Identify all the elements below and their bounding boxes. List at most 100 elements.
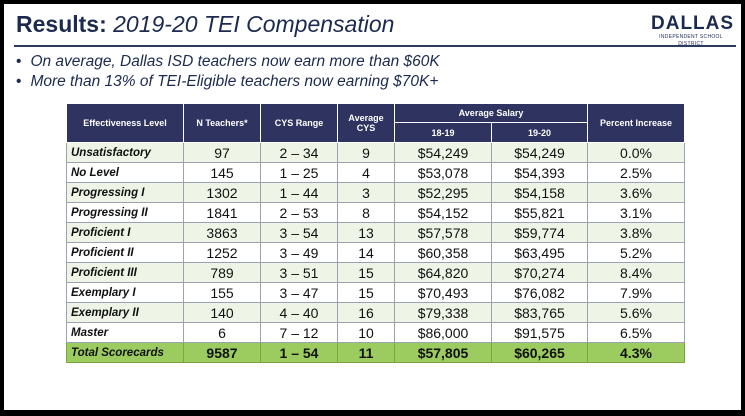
slide: Results: 2019-20 TEI Compensation DALLAS… [4, 4, 741, 410]
cell-salary-19-20: $91,575 [491, 322, 588, 343]
cell-level: Proficient II [66, 242, 184, 263]
bullet-list: On average, Dallas ISD teachers now earn… [16, 52, 440, 92]
cell-cys-range: 7 – 12 [260, 322, 338, 343]
cell-cys-range: 1 – 25 [260, 162, 338, 183]
cell-average-cys: 9 [337, 142, 395, 163]
header-average-salary: Average Salary [394, 103, 588, 123]
table-body: Unsatisfactory 97 2 – 34 9 $54,249 $54,249 0.0… [66, 142, 685, 343]
header-year-18-19: 18-19 [394, 122, 492, 143]
cell-average-cys: 10 [337, 322, 395, 343]
cell-percent-increase: 7.9% [587, 282, 685, 303]
cell-average-cys: 13 [337, 222, 395, 243]
compensation-table: Effectiveness Level N Teachers* CYS Rang… [66, 103, 685, 363]
cell-percent-increase: 3.1% [587, 202, 685, 223]
table-row: Progressing II 1841 2 – 53 8 $54,152 $55,821 3… [66, 202, 685, 223]
cell-salary-18-19: $86,000 [394, 322, 492, 343]
cell-n-teachers: 145 [183, 162, 261, 183]
cell-level: Exemplary I [66, 282, 184, 303]
cell-n-teachers: 140 [183, 302, 261, 323]
cell-cys-range: 3 – 54 [260, 222, 338, 243]
cell-salary-19-20: $54,158 [491, 182, 588, 203]
header-average-cys: Average CYS [337, 103, 395, 143]
cell-percent-increase: 8.4% [587, 262, 685, 283]
cell-percent-increase: 5.2% [587, 242, 685, 263]
cell-average-cys: 15 [337, 282, 395, 303]
table-row: Master 6 7 – 12 10 $86,000 $91,575 6.5% [66, 322, 685, 343]
cell-percent-increase: 3.8% [587, 222, 685, 243]
table-row: Exemplary I 155 3 – 47 15 $70,493 $76,082 7.9% [66, 282, 685, 303]
cell-cys-range: 3 – 51 [260, 262, 338, 283]
cell-percent-increase: 5.6% [587, 302, 685, 323]
cell-average-cys: 4 [337, 162, 395, 183]
cell-cys-range: 2 – 34 [260, 142, 338, 163]
cell-salary-18-19: $53,078 [394, 162, 492, 183]
header-cys-range: CYS Range [260, 103, 338, 143]
total-salary-19-20: $60,265 [491, 342, 588, 363]
cell-cys-range: 2 – 53 [260, 202, 338, 223]
cell-cys-range: 3 – 49 [260, 242, 338, 263]
cell-salary-18-19: $60,358 [394, 242, 492, 263]
title-bold: Results: [16, 11, 107, 37]
table-row: Exemplary II 140 4 – 40 16 $79,338 $83,765 5.6… [66, 302, 685, 323]
cell-salary-18-19: $64,820 [394, 262, 492, 283]
table-row: Proficient III 789 3 – 51 15 $64,820 $70,274 8… [66, 262, 685, 283]
cell-level: Unsatisfactory [66, 142, 184, 163]
bullet-item: On average, Dallas ISD teachers now earn… [16, 52, 439, 72]
dallas-isd-logo: DALLAS INDEPENDENT SCHOOL DISTRICT [651, 13, 735, 48]
cell-percent-increase: 3.6% [587, 182, 685, 203]
cell-cys-range: 4 – 40 [260, 302, 338, 323]
cell-salary-19-20: $70,274 [491, 262, 588, 283]
cell-level: Progressing I [66, 182, 184, 203]
total-level: Total Scorecards [66, 342, 184, 363]
logo-subtitle: INDEPENDENT SCHOOL DISTRICT [659, 34, 723, 47]
cell-n-teachers: 3863 [183, 222, 261, 243]
table-row: Progressing I 1302 1 – 44 3 $52,295 $54,158 3.… [66, 182, 685, 203]
logo-word: DALLAS [651, 13, 735, 34]
cell-n-teachers: 789 [183, 262, 261, 283]
total-range: 1 – 54 [260, 342, 338, 363]
cell-percent-increase: 0.0% [587, 142, 685, 163]
cell-salary-19-20: $55,821 [491, 202, 588, 223]
table-row: Unsatisfactory 97 2 – 34 9 $54,249 $54,249 0.0… [66, 142, 685, 163]
total-n: 9587 [183, 342, 261, 363]
cell-salary-19-20: $54,393 [491, 162, 588, 183]
title-divider [14, 45, 736, 47]
cell-n-teachers: 1302 [183, 182, 261, 203]
cell-average-cys: 8 [337, 202, 395, 223]
cell-cys-range: 3 – 47 [260, 282, 338, 303]
total-percent: 4.3% [587, 342, 685, 363]
cell-salary-18-19: $79,338 [394, 302, 492, 323]
cell-percent-increase: 2.5% [587, 162, 685, 183]
cell-level: Proficient I [66, 222, 184, 243]
cell-level: Exemplary II [66, 302, 184, 323]
slide-title: Results: 2019-20 TEI Compensation [16, 11, 394, 38]
cell-salary-19-20: $63,495 [491, 242, 588, 263]
cell-level: Master [66, 322, 184, 343]
bullet-item: More than 13% of TEI-Eligible teachers n… [16, 72, 440, 92]
header-year-19-20: 19-20 [491, 122, 588, 143]
table-row: Proficient II 1252 3 – 49 14 $60,358 $63,495 5… [66, 242, 685, 263]
cell-n-teachers: 155 [183, 282, 261, 303]
cell-average-cys: 16 [337, 302, 395, 323]
cell-level: Proficient III [66, 262, 184, 283]
cell-salary-18-19: $57,578 [394, 222, 492, 243]
cell-average-cys: 14 [337, 242, 395, 263]
cell-level: No Level [66, 162, 184, 183]
cell-salary-19-20: $59,774 [491, 222, 588, 243]
cell-salary-18-19: $54,249 [394, 142, 492, 163]
header-percent-increase: Percent Increase [587, 103, 685, 143]
cell-average-cys: 3 [337, 182, 395, 203]
cell-salary-18-19: $70,493 [394, 282, 492, 303]
cell-salary-18-19: $52,295 [394, 182, 492, 203]
header-level: Effectiveness Level [66, 103, 184, 143]
title-italic: 2019-20 TEI Compensation [113, 11, 395, 37]
cell-salary-18-19: $54,152 [394, 202, 492, 223]
cell-cys-range: 1 – 44 [260, 182, 338, 203]
total-salary-18-19: $57,805 [394, 342, 492, 363]
cell-salary-19-20: $76,082 [491, 282, 588, 303]
cell-level: Progressing II [66, 202, 184, 223]
cell-percent-increase: 6.5% [587, 322, 685, 343]
header-n-teachers: N Teachers* [183, 103, 261, 143]
cell-n-teachers: 6 [183, 322, 261, 343]
cell-n-teachers: 97 [183, 142, 261, 163]
